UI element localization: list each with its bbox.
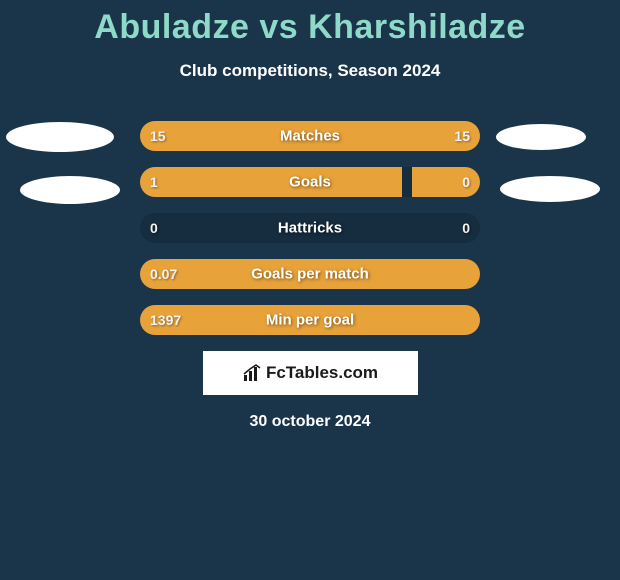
stat-label: Goals per match: [251, 266, 369, 283]
chart-icon: [242, 363, 262, 383]
stat-value-right: 15: [454, 128, 470, 144]
fctables-logo[interactable]: FcTables.com: [203, 351, 418, 395]
placeholder-ellipse: [496, 124, 586, 150]
stat-value-left: 0.07: [150, 266, 177, 282]
page-title: Abuladze vs Kharshiladze: [0, 0, 620, 47]
placeholder-ellipse: [500, 176, 600, 202]
stat-label: Hattricks: [278, 220, 342, 237]
placeholder-ellipse: [6, 122, 114, 152]
stat-bar-left: [140, 167, 402, 197]
stat-value-left: 1397: [150, 312, 181, 328]
date-label: 30 october 2024: [0, 413, 620, 431]
stat-label: Matches: [280, 128, 340, 145]
stat-value-left: 1: [150, 174, 158, 190]
logo-text: FcTables.com: [266, 363, 378, 383]
stat-value-right: 0: [462, 220, 470, 236]
stats-container: 15 15 Matches 1 0 Goals 0 0 Hattricks 0.07 Goals p…: [0, 121, 620, 335]
stat-row: 1397 Min per goal: [0, 305, 620, 335]
placeholder-ellipse: [20, 176, 120, 204]
stat-value-left: 15: [150, 128, 166, 144]
stat-row: 0 0 Hattricks: [0, 213, 620, 243]
stat-label: Goals: [289, 174, 331, 191]
stat-value-left: 0: [150, 220, 158, 236]
stat-label: Min per goal: [266, 312, 354, 329]
stat-value-right: 0: [462, 174, 470, 190]
stat-row: 0.07 Goals per match: [0, 259, 620, 289]
subtitle: Club competitions, Season 2024: [0, 61, 620, 81]
